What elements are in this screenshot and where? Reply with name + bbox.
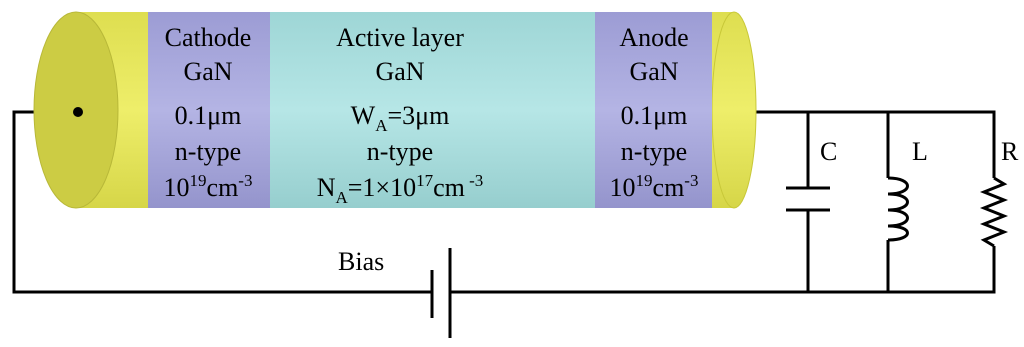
active-layer — [270, 12, 595, 208]
cathode-material: GaN — [183, 57, 232, 86]
bias-battery-symbol — [430, 248, 452, 338]
active-layer-material: GaN — [375, 57, 424, 86]
cathode-labels: Cathode GaN 0.1μm n-type 1019cm-3 — [164, 23, 253, 202]
circuit-wires — [12, 110, 996, 294]
anode-end-cap — [711, 11, 757, 209]
anode-lead-wire — [752, 110, 996, 178]
active-layer-doping: NA=1×1017cm -3 — [317, 171, 484, 207]
bottom-return-wire — [450, 246, 996, 294]
resistor-symbol — [979, 176, 1009, 248]
active-layer-title: Active layer — [336, 23, 464, 52]
cathode-terminal-dot — [73, 107, 83, 117]
capacitor-symbol — [786, 186, 830, 212]
anode-type: n-type — [621, 137, 687, 166]
cathode-thickness: 0.1μm — [175, 101, 242, 130]
anode-thickness: 0.1μm — [621, 101, 688, 130]
capacitor-label: C — [820, 137, 837, 166]
resistor-label: R — [1001, 137, 1019, 166]
bias-label: Bias — [338, 247, 384, 276]
cathode-layer — [148, 12, 270, 208]
cathode-title: Cathode — [165, 23, 252, 52]
active-layer-labels: Active layer GaN WA=3μm n-type NA=1×1017… — [317, 23, 484, 207]
inductor-symbol — [887, 176, 909, 242]
active-layer-type: n-type — [367, 137, 433, 166]
device-cylinder — [33, 11, 757, 209]
cathode-doping: 1019cm-3 — [164, 171, 253, 202]
cathode-type: n-type — [175, 137, 241, 166]
anode-title: Anode — [619, 23, 688, 52]
active-layer-width: WA=3μm — [351, 101, 450, 135]
anode-layer — [595, 12, 712, 208]
inductor-label: L — [912, 137, 928, 166]
anode-labels: Anode GaN 0.1μm n-type 1019cm-3 — [610, 23, 699, 202]
anode-doping: 1019cm-3 — [610, 171, 699, 202]
anode-material: GaN — [629, 57, 678, 86]
